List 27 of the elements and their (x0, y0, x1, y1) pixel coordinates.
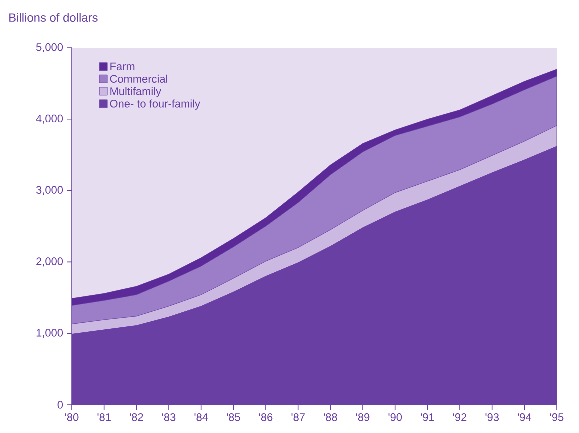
x-tick-label: '86 (259, 414, 273, 422)
y-tick-label: 3,000 (36, 186, 64, 196)
x-tick-label: '84 (194, 414, 208, 422)
x-tick-label: '92 (453, 414, 467, 422)
legend-label: Farm (110, 62, 135, 71)
y-tick-label: 5,000 (36, 43, 64, 53)
y-tick-label: 2,000 (36, 258, 64, 267)
x-tick-label: '80 (65, 414, 79, 422)
x-tick-label: '91 (421, 414, 434, 422)
x-tick-label: '81 (98, 414, 111, 422)
y-tick-label: 1,000 (36, 329, 64, 338)
x-tick-label: '90 (388, 414, 402, 422)
y-tick-label: 0 (58, 401, 64, 409)
legend-label: One- to four-family (110, 100, 200, 110)
x-tick-label: '83 (162, 414, 176, 422)
y-axis-title: Billions of dollars (10, 13, 98, 22)
x-tick-label: '94 (518, 414, 532, 422)
x-tick-label: '89 (356, 414, 370, 422)
x-tick-label: '88 (324, 414, 338, 422)
legend-label: Commercial (110, 74, 168, 83)
legend-label: Multifamily (110, 87, 162, 98)
x-tick-label: '87 (292, 414, 305, 422)
x-tick-label: '82 (130, 414, 144, 422)
y-tick-label: 4,000 (36, 114, 64, 124)
x-tick-label: '95 (550, 414, 564, 422)
x-tick-label: '93 (486, 414, 499, 422)
x-tick-label: '85 (227, 414, 240, 422)
